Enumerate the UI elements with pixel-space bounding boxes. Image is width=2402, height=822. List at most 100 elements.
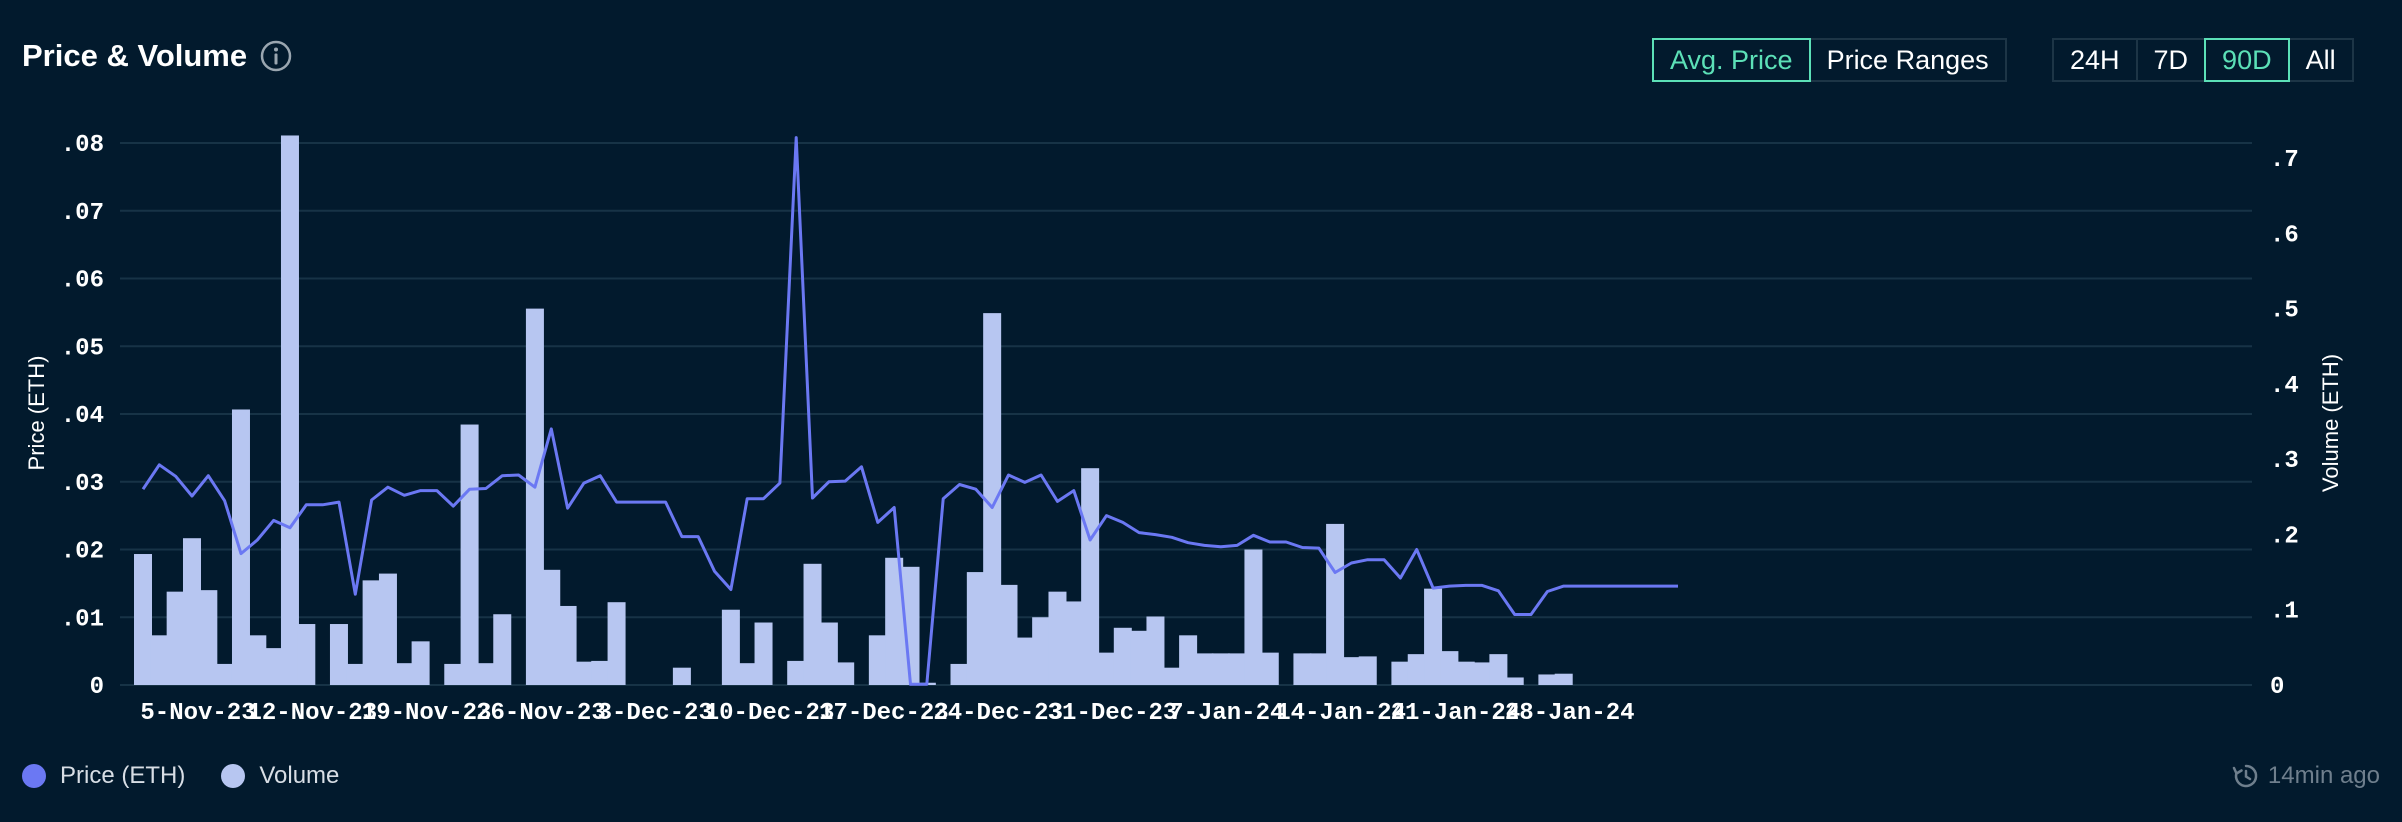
price-mode-toggle: Avg. Price Price Ranges bbox=[1652, 38, 2007, 82]
volume-bar bbox=[1244, 549, 1263, 685]
volume-bar bbox=[1342, 657, 1361, 685]
y-tick-label: .08 bbox=[61, 132, 104, 159]
info-icon[interactable] bbox=[259, 39, 293, 73]
volume-bar bbox=[1309, 653, 1328, 685]
y-tick-label: 0 bbox=[90, 674, 104, 701]
volume-bar bbox=[1554, 673, 1573, 685]
volume-bar bbox=[803, 563, 822, 685]
volume-bar bbox=[1195, 653, 1214, 685]
volume-bar bbox=[542, 569, 561, 685]
volume-bar bbox=[493, 614, 512, 685]
y2-tick-label: 0 bbox=[2270, 674, 2284, 701]
volume-bar bbox=[1032, 617, 1051, 685]
volume-bar bbox=[166, 591, 185, 685]
volume-bar bbox=[836, 662, 855, 685]
volume-bar bbox=[1162, 667, 1181, 685]
x-tick-label: 28-Jan-24 bbox=[1505, 700, 1635, 727]
volume-bar bbox=[395, 663, 414, 685]
y2-tick-label: .6 bbox=[2270, 222, 2299, 249]
last-updated: 14min ago bbox=[2232, 762, 2380, 790]
x-tick-label: 26-Nov-23 bbox=[476, 700, 606, 727]
volume-bar bbox=[1064, 601, 1083, 685]
volume-bar bbox=[280, 135, 299, 685]
volume-bar bbox=[901, 566, 920, 685]
y-tick-label: .04 bbox=[61, 403, 104, 430]
volume-bar bbox=[362, 580, 381, 685]
x-tick-label: 3-Dec-23 bbox=[598, 700, 713, 727]
y2-tick-label: .1 bbox=[2270, 599, 2299, 626]
range-90d-button[interactable]: 90D bbox=[2204, 38, 2290, 82]
y-tick-label: .02 bbox=[61, 539, 104, 566]
volume-bar bbox=[1538, 674, 1557, 685]
volume-bar bbox=[248, 635, 267, 685]
volume-bar bbox=[150, 635, 169, 685]
legend-item-price[interactable]: Price (ETH) bbox=[22, 762, 185, 790]
volume-bar bbox=[1489, 654, 1508, 685]
volume-bar bbox=[999, 584, 1018, 685]
volume-bar bbox=[672, 667, 691, 685]
volume-bar bbox=[868, 635, 887, 685]
legend-dot-volume bbox=[221, 764, 246, 788]
volume-bar bbox=[1440, 651, 1459, 685]
y2-tick-label: .2 bbox=[2270, 523, 2299, 550]
x-tick-label: 31-Dec-23 bbox=[1048, 700, 1178, 727]
x-tick-label: 21-Jan-24 bbox=[1391, 700, 1521, 727]
volume-bar bbox=[346, 663, 365, 685]
volume-bar bbox=[525, 308, 544, 685]
volume-bar bbox=[231, 409, 250, 685]
volume-bar bbox=[1097, 652, 1116, 685]
volume-bar bbox=[738, 663, 757, 685]
refresh-clock-icon bbox=[2232, 764, 2258, 788]
volume-bar bbox=[591, 660, 610, 685]
y-tick-label: .03 bbox=[61, 471, 104, 498]
volume-bar bbox=[1146, 616, 1165, 685]
volume-bar bbox=[966, 572, 985, 685]
y2-axis-label: Volume (ETH) bbox=[2318, 354, 2343, 492]
volume-bar bbox=[1015, 637, 1034, 685]
volume-bar bbox=[1391, 661, 1410, 685]
volume-bar bbox=[1473, 662, 1492, 685]
volume-bar bbox=[199, 590, 218, 685]
volume-bar bbox=[297, 624, 316, 685]
volume-bar bbox=[885, 557, 904, 685]
volume-bar bbox=[329, 624, 348, 685]
legend-label-volume: Volume bbox=[259, 762, 340, 789]
volume-bar bbox=[721, 609, 740, 685]
y2-tick-label: .7 bbox=[2270, 147, 2299, 174]
y2-tick-label: .5 bbox=[2270, 298, 2299, 325]
legend-dot-price bbox=[22, 764, 46, 788]
volume-bar bbox=[754, 622, 773, 685]
x-tick-label: 24-Dec-23 bbox=[933, 700, 1063, 727]
volume-bar bbox=[1260, 652, 1279, 685]
axes: .08 .07 .06 .05 .04 .03 .02 .01 0 .7 .6 .5 .4 .3 .2 .1 0… bbox=[61, 132, 2299, 727]
volume-bar bbox=[215, 663, 234, 685]
volume-bar bbox=[476, 663, 495, 685]
price-line bbox=[141, 136, 1678, 686]
legend-label-price: Price (ETH) bbox=[60, 762, 186, 789]
y2-tick-label: .4 bbox=[2270, 373, 2299, 400]
volume-bar bbox=[1407, 654, 1426, 685]
range-24h-button[interactable]: 24H bbox=[2052, 38, 2138, 82]
volume-bar bbox=[1048, 591, 1067, 685]
updated-text: 14min ago bbox=[2267, 762, 2380, 789]
legend-item-volume[interactable]: Volume bbox=[221, 762, 339, 790]
volume-bar bbox=[1179, 635, 1198, 685]
volume-bar bbox=[378, 573, 397, 685]
chart-legend: Price (ETH) Volume bbox=[22, 762, 375, 790]
volume-bar bbox=[1113, 627, 1132, 685]
avg-price-button[interactable]: Avg. Price bbox=[1652, 38, 1811, 82]
price-ranges-button[interactable]: Price Ranges bbox=[1808, 38, 2007, 82]
volume-bar bbox=[182, 538, 201, 685]
volume-bars bbox=[134, 135, 1573, 685]
x-tick-label: 5-Nov-23 bbox=[140, 700, 255, 727]
time-range-toggle: 24H 7D 90D All bbox=[2052, 38, 2354, 82]
volume-bar bbox=[1293, 653, 1312, 685]
volume-bar bbox=[950, 663, 969, 685]
volume-bar bbox=[574, 661, 593, 685]
volume-bar bbox=[411, 641, 430, 685]
y-tick-label: .01 bbox=[61, 606, 104, 633]
volume-bar bbox=[460, 424, 479, 685]
volume-bar bbox=[607, 602, 626, 685]
volume-bar bbox=[1358, 656, 1377, 685]
